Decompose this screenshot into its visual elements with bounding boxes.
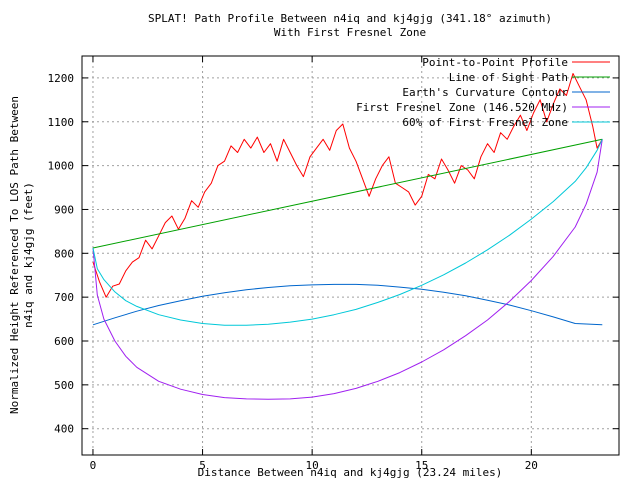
y-tick-label: 500 (54, 379, 74, 392)
series-lines (92, 73, 603, 400)
legend-label: Line of Sight Path (449, 71, 568, 84)
series-line-earth-s-curvature-contour (92, 283, 603, 326)
legend-label: 60% of First Fresnel Zone (402, 116, 568, 129)
y-tick-label: 1200 (48, 72, 75, 85)
y-tick-label: 800 (54, 247, 74, 260)
x-tick-label: 20 (525, 459, 538, 472)
x-tick-label: 10 (306, 459, 319, 472)
series-line-first-fresnel-zone-146-520-mhz (92, 139, 603, 400)
y-tick-label: 900 (54, 203, 74, 216)
series-line-60-of-first-fresnel-zone (92, 139, 603, 326)
legend-label: First Fresnel Zone (146.520 MHz) (356, 101, 568, 114)
y-axis-label-line2: n4iq and kj4gjg (feet) (22, 182, 35, 328)
y-tick-label: 700 (54, 291, 74, 304)
series-line-line-of-sight-path (92, 138, 603, 249)
series-line-point-to-point-profile (92, 73, 603, 298)
axis-ticks: 400 500 600 700 800 900 1000 1100 1200 0 5 10 15 20 (48, 56, 619, 472)
y-tick-label: 1100 (48, 116, 75, 129)
x-tick-label: 15 (415, 459, 428, 472)
chart-title: SPLAT! Path Profile Between n4iq and kj4… (148, 12, 552, 25)
legend: Point-to-Point Profile Line of Sight Path… (356, 56, 610, 129)
legend-label: Earth's Curvature Contour (402, 86, 568, 99)
grid-lines (82, 56, 619, 455)
x-tick-label: 5 (199, 459, 206, 472)
chart-subtitle: With First Fresnel Zone (274, 26, 426, 39)
y-tick-label: 600 (54, 335, 74, 348)
plot-frame (81, 55, 620, 456)
x-tick-label: 0 (90, 459, 97, 472)
y-axis-label-line1: Normalized Height Referenced To LOS Path… (8, 96, 21, 414)
legend-label: Point-to-Point Profile (422, 56, 568, 69)
y-tick-label: 1000 (48, 160, 75, 173)
y-tick-label: 400 (54, 423, 74, 436)
x-axis-label: Distance Between n4iq and kj4gjg (23.24 … (198, 466, 503, 479)
